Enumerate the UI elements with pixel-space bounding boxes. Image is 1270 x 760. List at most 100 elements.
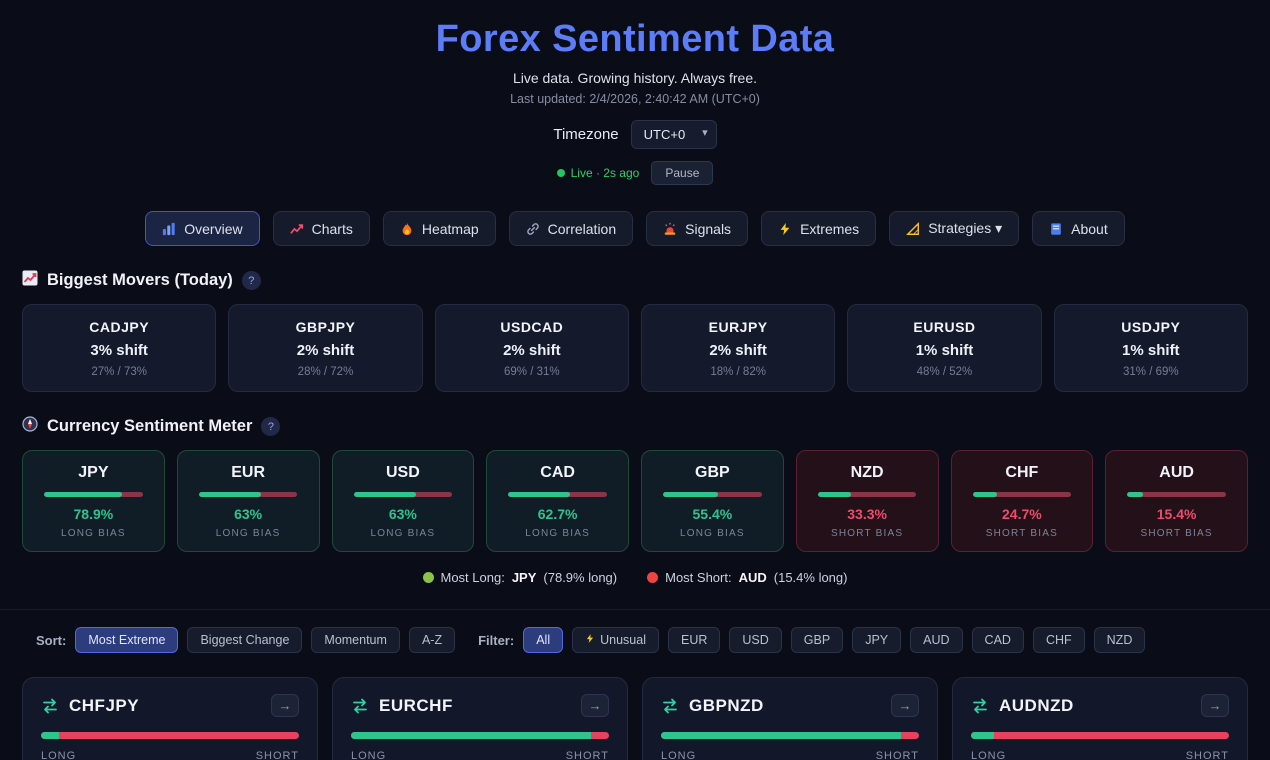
- tab-label: Heatmap: [421, 220, 479, 237]
- pair-name: CHFJPY: [69, 695, 140, 715]
- pair-card: EURCHF → LONG SHORT 93% 7%: [332, 677, 628, 760]
- pair-name: GBPNZD: [689, 695, 764, 715]
- bar-fill: [44, 492, 122, 497]
- mover-shift: 1% shift: [1122, 342, 1180, 359]
- sentiment-bar: [508, 492, 607, 497]
- book-icon: [1049, 222, 1063, 236]
- live-status-text: Live · 2s ago: [570, 166, 640, 180]
- tab-heatmap[interactable]: Heatmap: [382, 211, 496, 246]
- tab-extremes[interactable]: Extremes: [761, 211, 877, 246]
- mover-pair-name: EURUSD: [913, 319, 976, 335]
- filter-unusual-button[interactable]: Unusual: [572, 627, 659, 653]
- help-icon[interactable]: ?: [261, 417, 281, 436]
- triangle-ruler-icon: [906, 221, 920, 236]
- filter-gbp-button[interactable]: GBP: [790, 627, 844, 653]
- pair-detail-arrow-button[interactable]: →: [891, 694, 919, 717]
- tab-correlation[interactable]: Correlation: [508, 211, 634, 246]
- long-short-bar: [971, 732, 1229, 739]
- meter-section-title: Currency Sentiment Meter: [47, 417, 253, 435]
- bar-fill: [198, 492, 261, 497]
- currency-exchange-icon: [971, 697, 989, 715]
- sentiment-bar: [663, 492, 762, 497]
- bar-fill: [1127, 492, 1143, 497]
- currency-meter-card: CHF 24.7% SHORT BIAS: [950, 450, 1094, 552]
- mover-pair-name: USDCAD: [500, 319, 564, 335]
- most-long-detail: (78.9% long): [543, 570, 618, 585]
- meter-percentage: 15.4%: [1156, 506, 1197, 522]
- short-label: SHORT: [1185, 750, 1229, 760]
- tab-about[interactable]: About: [1032, 211, 1125, 246]
- currency-meter-card: GBP 55.4% LONG BIAS: [641, 450, 784, 552]
- tab-strategies[interactable]: Strategies ▾: [889, 211, 1020, 246]
- compass-icon: [22, 416, 38, 437]
- live-dot-icon: [556, 169, 565, 177]
- most-long: Most Long: JPY (78.9% long): [422, 570, 618, 585]
- filter-aud-button[interactable]: AUD: [910, 627, 963, 653]
- meter-bias-label: SHORT BIAS: [831, 528, 904, 539]
- sort-az-button[interactable]: A-Z: [408, 627, 456, 653]
- filter-all-button[interactable]: All: [523, 627, 564, 653]
- pair-card-header: GBPNZD →: [661, 694, 919, 717]
- pair-detail-arrow-button[interactable]: →: [1201, 694, 1229, 717]
- tab-signals[interactable]: Signals: [646, 211, 749, 246]
- meter-currency: EUR: [231, 464, 266, 481]
- mover-pair-name: USDJPY: [1121, 319, 1181, 335]
- bar-fill: [351, 732, 591, 739]
- most-short-detail: (15.4% long): [773, 570, 848, 585]
- currency-meter-card: EUR 63% LONG BIAS: [176, 450, 320, 552]
- mover-long-short-split: 31% / 69%: [1122, 366, 1179, 378]
- filter-unusual-label: Unusual: [600, 633, 646, 647]
- sentiment-bar: [817, 492, 917, 497]
- meter-currency: JPY: [78, 464, 109, 481]
- sort-most-extreme-button[interactable]: Most Extreme: [75, 627, 179, 653]
- timezone-select[interactable]: UTC+0: [630, 120, 717, 149]
- mover-long-short-split: 48% / 52%: [916, 366, 973, 378]
- short-label: SHORT: [255, 750, 299, 760]
- link-icon: [526, 222, 540, 236]
- pair-detail-arrow-button[interactable]: →: [581, 694, 609, 717]
- meter-percentage: 63%: [234, 506, 263, 522]
- sort-momentum-button[interactable]: Momentum: [311, 627, 400, 653]
- tab-label: Strategies ▾: [928, 220, 1003, 236]
- mover-long-short-split: 18% / 82%: [710, 366, 766, 378]
- mover-pair-name: GBPJPY: [295, 319, 356, 335]
- pair-card: AUDNZD → LONG SHORT 9% 91%: [952, 677, 1248, 760]
- tab-label: Extremes: [800, 220, 860, 237]
- mover-shift: 1% shift: [915, 342, 974, 359]
- meter-row: JPY 78.9% LONG BIAS EUR 63% LONG BIAS US…: [22, 450, 1248, 552]
- most-long-short-row: Most Long: JPY (78.9% long) Most Short: …: [0, 570, 1270, 585]
- filter-eur-button[interactable]: EUR: [667, 627, 721, 653]
- mover-card: EURJPY 2% shift 18% / 82%: [640, 304, 836, 392]
- mover-pair-name: EURJPY: [708, 319, 768, 335]
- pair-bar-labels: LONG SHORT: [41, 750, 299, 760]
- currency-meter-card: NZD 33.3% SHORT BIAS: [795, 450, 939, 552]
- tab-charts[interactable]: Charts: [272, 211, 370, 246]
- filter-chf-button[interactable]: CHF: [1032, 627, 1085, 653]
- line-chart-icon: [289, 222, 304, 236]
- filter-usd-button[interactable]: USD: [729, 627, 782, 653]
- pause-button[interactable]: Pause: [651, 161, 714, 185]
- green-dot-icon: [422, 572, 434, 583]
- filter-jpy-button[interactable]: JPY: [852, 627, 902, 653]
- filter-nzd-button[interactable]: NZD: [1093, 627, 1146, 653]
- meter-bias-label: LONG BIAS: [61, 528, 126, 539]
- meter-percentage: 63%: [388, 506, 417, 522]
- filter-cad-button[interactable]: CAD: [971, 627, 1024, 653]
- currency-meter-card: CAD 62.7% LONG BIAS: [486, 450, 629, 552]
- meter-percentage: 55.4%: [692, 506, 733, 522]
- short-label: SHORT: [875, 750, 919, 760]
- tab-label: Correlation: [547, 220, 617, 237]
- long-short-bar: [41, 732, 299, 739]
- last-updated-text: Last updated: 2/4/2026, 2:40:42 AM (UTC+…: [510, 92, 760, 106]
- bar-fill: [508, 492, 571, 497]
- tab-overview[interactable]: Overview: [145, 211, 260, 246]
- pair-detail-arrow-button[interactable]: →: [271, 694, 299, 717]
- meter-percentage: 62.7%: [537, 506, 578, 522]
- meter-currency: AUD: [1159, 464, 1194, 481]
- sentiment-bar: [972, 492, 1072, 497]
- mover-pair-name: CADJPY: [89, 319, 150, 335]
- long-label: LONG: [661, 750, 697, 760]
- sort-biggest-change-button[interactable]: Biggest Change: [187, 627, 303, 653]
- tab-label: Overview: [184, 220, 243, 237]
- help-icon[interactable]: ?: [241, 271, 261, 290]
